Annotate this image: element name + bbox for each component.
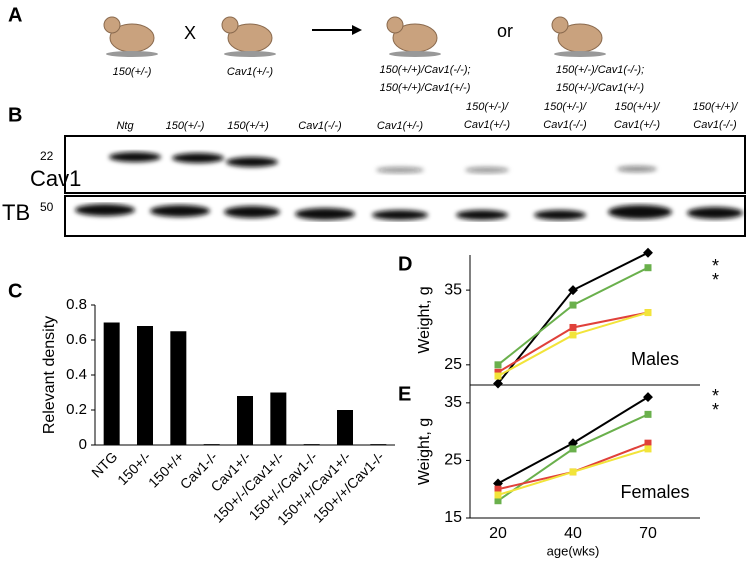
data-point [569, 445, 577, 453]
panel-label: C [8, 280, 22, 302]
y-tick-label: 0.4 [66, 366, 87, 383]
data-point [493, 378, 503, 389]
data-point [494, 491, 502, 499]
lane-label: Ntg [116, 120, 134, 132]
genotype: 150(+/+)/Cav1(+/-) [380, 82, 471, 94]
x-tick-label: 70 [639, 525, 657, 542]
y-tick-label: 0 [79, 436, 87, 453]
panel-label: D [398, 253, 412, 275]
y-tick-label: 35 [444, 281, 462, 298]
cav1-bands [109, 152, 657, 173]
mouse-icons [103, 16, 603, 53]
panel-label: E [398, 383, 411, 405]
lane-label: 150(+/-)/ [544, 101, 587, 113]
y-tick-label: 35 [444, 394, 462, 411]
data-point [644, 410, 652, 418]
significance: * [712, 386, 719, 406]
marker-size: 50 [40, 200, 54, 214]
y-tick-label: 15 [444, 509, 462, 526]
group-label: Males [631, 349, 679, 369]
data-point [494, 361, 502, 369]
data-point [644, 264, 652, 272]
y-tick-label: 25 [444, 452, 462, 469]
significance: * [712, 256, 719, 276]
x-tick-label: 40 [564, 525, 582, 542]
row-label: Cav1 [30, 166, 81, 191]
bar [303, 444, 320, 446]
arrow-head [352, 25, 362, 35]
lane-label: 150(+/+)/ [693, 101, 739, 113]
panel-label: B [8, 104, 22, 126]
genotype: 150(+/-)/Cav1(-/-); [556, 64, 644, 76]
bar [370, 444, 387, 446]
bar [270, 392, 287, 445]
data-point [644, 309, 652, 317]
genotype: Cav1(+/-) [227, 66, 273, 78]
x-axis-label: age(wks) [547, 543, 600, 558]
lane-label: Cav1(-/-) [543, 119, 587, 131]
bar [237, 396, 253, 445]
or: or [497, 21, 513, 41]
data-point [643, 247, 653, 258]
y-tick-label: 0.8 [66, 296, 87, 313]
data-point [494, 372, 502, 380]
mouse-bases [106, 51, 606, 57]
lane-label: 150(+/-) [166, 120, 205, 132]
y-axis-label: Relevant density [41, 316, 58, 434]
bar [103, 322, 120, 445]
group-label: Females [620, 482, 689, 502]
data-point [494, 485, 502, 493]
x-tick-label: 20 [489, 525, 507, 542]
y-axis-label: Weight, g [416, 418, 433, 485]
panel-label: A [8, 4, 22, 26]
cross-sign: X [184, 23, 196, 43]
data-point [494, 497, 502, 505]
lane-label: Cav1(-/-) [693, 119, 737, 131]
series-line [497, 311, 649, 377]
genotype: 150(+/+)/Cav1(-/-); [379, 64, 470, 76]
lane-label: Cav1(+/-) [464, 119, 510, 131]
data-point [643, 392, 653, 403]
data-point [644, 445, 652, 453]
tb-bands [75, 204, 743, 220]
lane-label: Cav1(+/-) [614, 119, 660, 131]
data-point [569, 323, 577, 331]
lane-label: 150(+/-)/ [466, 101, 509, 113]
lane-label: 150(+/+) [227, 120, 269, 132]
y-tick-label: 25 [444, 356, 462, 373]
data-point [644, 439, 652, 447]
bar [137, 326, 153, 445]
data-point [568, 285, 578, 296]
bar [203, 444, 220, 446]
lane-label: Cav1(+/-) [377, 120, 423, 132]
significance: * [712, 400, 719, 420]
bar [337, 410, 353, 445]
genotype: 150(+/-)/Cav1(+/-) [556, 82, 644, 94]
bar [170, 331, 187, 445]
data-point [569, 331, 577, 339]
y-axis-label: Weight, g [416, 286, 433, 353]
marker-size: 22 [40, 149, 54, 163]
data-point [494, 368, 502, 376]
genotype: 150(+/-) [113, 66, 152, 78]
data-point [569, 301, 577, 309]
blot-frame [64, 135, 746, 194]
y-tick-label: 0.2 [66, 401, 87, 418]
y-tick-label: 0.6 [66, 331, 87, 348]
lane-label: 150(+/+)/ [615, 101, 661, 113]
lane-label: Cav1(-/-) [298, 120, 342, 132]
significance: * [712, 270, 719, 290]
row-label: TB [2, 200, 30, 225]
data-point [569, 468, 577, 476]
